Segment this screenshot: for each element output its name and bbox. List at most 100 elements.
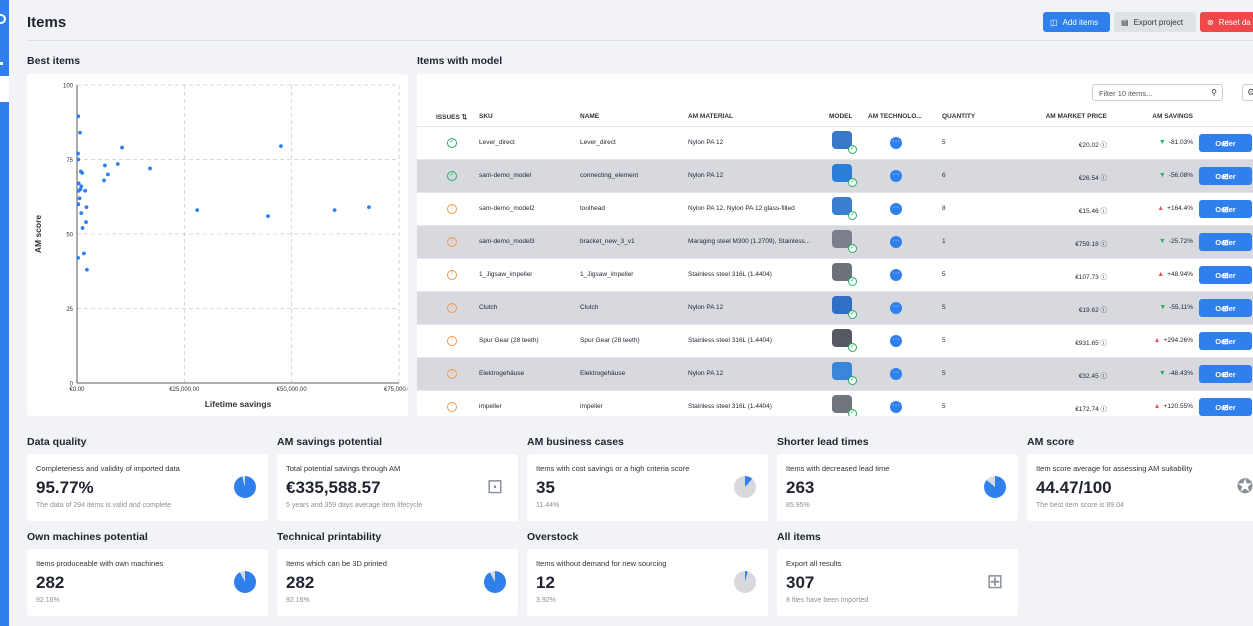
more-icon[interactable]: ··· bbox=[890, 137, 902, 149]
quantity-cell: 5 bbox=[942, 370, 946, 377]
export-icon: ⊞ bbox=[986, 571, 1004, 593]
column-header[interactable]: MODEL bbox=[829, 113, 853, 120]
add-items-button[interactable]: ◫ Add items bbox=[1043, 12, 1110, 32]
table-row[interactable]: ! sam-demo_model2 toolhead Nylon PA 12, Nyl… bbox=[417, 192, 1253, 225]
table-row[interactable]: ! Elektrogehäuse Elektrogehäuse Nylon PA 12… bbox=[417, 357, 1253, 390]
price-cell: €19.62 ⓘ bbox=[1078, 307, 1107, 314]
gear-icon[interactable]: ⚙ bbox=[1242, 84, 1253, 101]
model-thumbnail[interactable]: ✓ bbox=[832, 263, 857, 286]
order-button[interactable]: ⊟ Order bbox=[1199, 299, 1252, 317]
data-point bbox=[115, 162, 120, 166]
order-button[interactable]: ⊟ Order bbox=[1199, 398, 1252, 416]
arrow-up-icon: ▲ bbox=[1157, 205, 1165, 212]
data-point bbox=[76, 181, 81, 186]
order-button[interactable]: ⊟ Order bbox=[1199, 233, 1252, 251]
filter-placeholder: Filter 10 items... bbox=[1099, 89, 1153, 98]
kpi-card[interactable]: Items produceable with own machines 282 92… bbox=[27, 549, 268, 616]
name-cell: bracket_new_3_v1 bbox=[580, 238, 635, 245]
export-project-button[interactable]: ▤ Export project bbox=[1114, 12, 1196, 32]
order-label: Order bbox=[1215, 171, 1236, 181]
order-button[interactable]: ⊟ Order bbox=[1199, 200, 1252, 218]
kpi-card[interactable]: Item score average for assessing AM suit… bbox=[1027, 454, 1253, 521]
x-tick-label: €50,000.00 bbox=[277, 387, 308, 393]
column-header[interactable]: NAME bbox=[580, 113, 600, 120]
column-header[interactable]: AM MATERIAL bbox=[688, 113, 734, 120]
kpi-card[interactable]: Items without demand for new sourcing 12 3… bbox=[527, 549, 768, 616]
kpi-card[interactable]: Items with decreased lead time 263 85.95% bbox=[777, 454, 1018, 521]
column-header[interactable]: QUANTITY bbox=[942, 113, 976, 120]
table-row[interactable]: ✓ sam-demo_model connecting_element Nylon P… bbox=[417, 159, 1253, 192]
model-thumbnail[interactable]: ✓ bbox=[832, 131, 857, 154]
kpi-card[interactable]: Items with cost savings or a high criter… bbox=[527, 454, 768, 521]
column-header[interactable]: AM MARKET PRICE bbox=[1045, 113, 1107, 120]
model-thumbnail[interactable]: ✓ bbox=[832, 329, 857, 352]
app-sidebar bbox=[0, 0, 9, 626]
kpi-value: 282 bbox=[286, 573, 315, 592]
savings-value: +48.94% bbox=[1167, 271, 1193, 278]
material-cell: Stainless steel 316L (1.4404) bbox=[688, 403, 772, 410]
price-cell: €26.54 ⓘ bbox=[1078, 175, 1107, 182]
name-cell: Clutch bbox=[580, 304, 599, 311]
table-row[interactable]: ! impeller impeller Stainless steel 316L (1… bbox=[417, 390, 1253, 416]
kpi-footnote: The best item score is 89.04 bbox=[1036, 502, 1124, 509]
column-header[interactable]: AM SAVINGS bbox=[1152, 113, 1193, 120]
logo-icon[interactable] bbox=[0, 14, 6, 24]
column-header[interactable]: ISSUES ⇅ bbox=[436, 114, 468, 121]
order-button[interactable]: ⊟ Order bbox=[1199, 365, 1252, 383]
pie-chart-icon bbox=[484, 571, 506, 593]
order-button[interactable]: ⊟ Order bbox=[1199, 332, 1252, 350]
order-button[interactable]: ⊟ Order bbox=[1199, 167, 1252, 185]
model-thumbnail[interactable]: ✓ bbox=[832, 395, 857, 416]
model-thumbnail[interactable]: ✓ bbox=[832, 230, 857, 253]
nav-item-active[interactable] bbox=[0, 76, 9, 102]
more-icon[interactable]: ··· bbox=[890, 269, 902, 281]
model-icon bbox=[832, 197, 852, 215]
warning-icon: ! bbox=[447, 270, 457, 280]
kpi-card[interactable]: Export all results 307 8 files have been i… bbox=[777, 549, 1018, 616]
export-project-label: Export project bbox=[1133, 17, 1183, 27]
data-point bbox=[76, 188, 81, 193]
reset-data-button[interactable]: ⊗ Reset da bbox=[1200, 12, 1253, 32]
order-button[interactable]: ⊟ Order bbox=[1199, 266, 1252, 284]
table-row[interactable]: ! Clutch Clutch Nylon PA 12 5 ✓ ··· €19.62 ⓘ ▼ -5… bbox=[417, 291, 1253, 324]
y-tick-label: 50 bbox=[66, 233, 73, 239]
y-tick-label: 25 bbox=[66, 307, 73, 313]
more-icon[interactable]: ··· bbox=[890, 302, 902, 314]
material-cell: Nylon PA 12 bbox=[688, 139, 724, 146]
reset-icon: ⊗ bbox=[1207, 17, 1214, 27]
more-icon[interactable]: ··· bbox=[890, 203, 902, 215]
table-row[interactable]: ✓ Lever_direct Lever_direct Nylon PA 12 5 ✓ ··… bbox=[417, 126, 1253, 159]
data-point bbox=[76, 202, 81, 207]
more-icon[interactable]: ··· bbox=[890, 368, 902, 380]
order-label: Order bbox=[1215, 402, 1236, 412]
model-thumbnail[interactable]: ✓ bbox=[832, 197, 857, 220]
table-row[interactable]: ! 1_Jigsaw_impeller 1_Jigsaw_impeller Stain… bbox=[417, 258, 1253, 291]
kpi-card[interactable]: Completeness and validity of imported da… bbox=[27, 454, 268, 521]
model-icon bbox=[832, 263, 852, 281]
order-button[interactable]: ⊟ Order bbox=[1199, 134, 1252, 152]
model-thumbnail[interactable]: ✓ bbox=[832, 362, 857, 385]
filter-input[interactable]: Filter 10 items... ⚲ bbox=[1092, 84, 1223, 101]
column-header[interactable]: AM TECHNOLO... bbox=[868, 113, 922, 120]
more-icon[interactable]: ··· bbox=[890, 401, 902, 413]
model-thumbnail[interactable]: ✓ bbox=[832, 164, 857, 187]
model-thumbnail[interactable]: ✓ bbox=[832, 296, 857, 319]
quantity-cell: 1 bbox=[942, 238, 946, 245]
table-row[interactable]: ! sam-demo_model3 bracket_new_3_v1 Maraging… bbox=[417, 225, 1253, 258]
column-header[interactable]: SKU bbox=[479, 113, 493, 120]
kpi-card[interactable]: Total potential savings through AM €335,5… bbox=[277, 454, 518, 521]
more-icon[interactable]: ··· bbox=[890, 236, 902, 248]
cart-icon: ⊟ bbox=[1222, 138, 1229, 148]
model-icon bbox=[832, 296, 852, 314]
warning-icon: ! bbox=[447, 303, 457, 313]
check-icon: ✓ bbox=[848, 145, 857, 154]
more-icon[interactable]: ··· bbox=[890, 335, 902, 347]
kpi-card[interactable]: Items which can be 3D printed 282 92.16% bbox=[277, 549, 518, 616]
more-icon[interactable]: ··· bbox=[890, 170, 902, 182]
arrow-up-icon: ▲ bbox=[1157, 271, 1165, 278]
check-icon: ✓ bbox=[447, 171, 457, 181]
table-row[interactable]: ! Spur Gear (28 teeth) Spur Gear (28 teeth… bbox=[417, 324, 1253, 357]
kpi-footnote: 92.16% bbox=[286, 597, 310, 604]
price-cell: €15.46 ⓘ bbox=[1078, 208, 1107, 215]
material-cell: Nylon PA 12 bbox=[688, 370, 724, 377]
